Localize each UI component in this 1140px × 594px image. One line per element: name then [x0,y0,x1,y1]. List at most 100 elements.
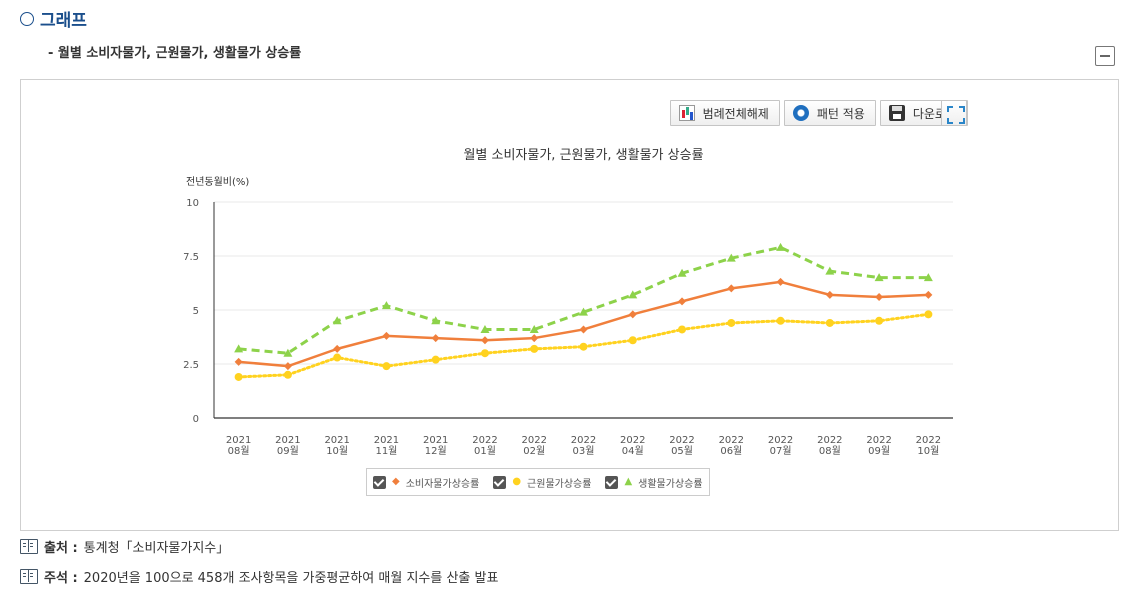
x-tick-label: 08월 [228,445,250,457]
data-point-circle [431,355,440,364]
fullscreen-button[interactable] [941,100,967,126]
data-point-diamond [825,290,834,299]
data-point-diamond [628,310,637,319]
data-point-diamond [431,334,440,343]
data-point-circle [333,353,342,362]
checkbox-icon[interactable] [373,475,386,489]
chart-legend: ◆ 소비자물가상승률 ● 근원물가상승률 ▲ 생활물가상승률 [366,468,710,496]
x-tick-label: 11월 [375,445,397,457]
data-point-circle [924,310,933,319]
data-point-triangle [381,301,391,310]
data-point-diamond [875,293,884,302]
x-tick-label: 08월 [819,445,841,457]
data-point-triangle [480,324,490,333]
source-note: 출처 : 통계청「소비자물가지수」 [20,537,229,556]
y-tick-label: 10 [186,198,199,209]
circle-icon [20,11,34,26]
book-icon [20,569,38,584]
data-point-triangle [579,307,588,316]
pattern-icon [792,105,809,121]
x-tick-label: 06월 [720,445,742,457]
data-point-triangle [628,290,638,299]
y-tick-label: 0 [193,414,199,425]
data-point-triangle [874,273,884,282]
data-point-diamond [727,284,736,293]
data-point-triangle [332,316,342,325]
data-point-triangle [726,253,736,262]
x-tick-label: 10월 [917,445,939,457]
x-tick-label: 2022 [472,435,497,446]
data-point-diamond [283,362,292,371]
section-title: 그래프 [20,6,87,31]
data-point-triangle [234,344,244,353]
x-tick-label: 2022 [916,435,941,446]
save-icon [888,105,905,121]
data-point-circle [234,372,243,381]
pattern-label: 패턴 적용 [816,106,865,121]
x-tick-label: 10월 [326,445,348,457]
data-point-circle [678,325,687,334]
series-line-3 [238,245,929,355]
y-tick-label: 5 [193,306,199,317]
checkbox-icon[interactable] [493,475,507,489]
data-point-diamond [924,290,933,299]
x-tick-label: 01월 [474,445,496,457]
data-point-triangle [776,242,786,251]
data-point-circle [875,316,884,325]
x-tick-label: 2022 [817,435,842,446]
data-point-diamond [530,334,539,343]
data-point-triangle [529,324,539,333]
section-title-text: 그래프 [40,11,87,31]
data-point-diamond [678,297,687,306]
legend-toggle-label: 범례전체해제 [702,106,769,121]
x-tick-label: 09월 [277,445,299,457]
legend-marker-icon: ● [512,476,522,487]
x-tick-label: 2022 [768,435,793,446]
data-point-circle [382,362,391,371]
data-point-triangle [923,273,933,282]
x-tick-label: 2021 [423,435,448,446]
data-point-diamond [776,277,785,286]
y-axis-label: 전년동월비(%) [186,176,249,188]
x-tick-label: 12월 [425,445,447,457]
data-point-circle [776,316,785,325]
legend-label: 근원물가상승률 [527,478,592,490]
pattern-button[interactable]: 패턴 적용 [783,100,876,126]
y-tick-label: 2.5 [183,360,199,371]
data-point-diamond [480,336,489,345]
checkbox-icon[interactable] [605,475,619,489]
x-tick-label: 2021 [324,435,349,446]
chart-panel: 범례전체해제 패턴 적용 다운로드 월별 소비자물가, 근원물가, 생활물가 상… [20,79,1119,531]
x-tick-label: 05월 [671,445,693,457]
x-tick-label: 02월 [523,445,545,457]
data-point-diamond [333,344,342,353]
data-point-circle [825,318,834,327]
data-point-triangle [825,266,835,275]
remark-note: 주석 : 2020년을 100으로 458개 조사항목을 가중평균하여 매월 지… [20,567,498,586]
x-tick-label: 2022 [719,435,744,446]
legend-item-2[interactable]: ● 근원물가상승률 [493,475,591,490]
data-point-circle [628,336,637,345]
legend-toggle-button[interactable]: 범례전체해제 [669,100,780,126]
legend-item-1[interactable]: ◆ 소비자물가상승률 [373,475,479,490]
data-point-triangle [677,268,687,277]
x-tick-label: 2022 [522,435,547,446]
collapse-button[interactable] [1095,46,1115,66]
data-point-diamond [382,331,391,340]
legend-marker-icon: ◆ [392,476,400,487]
x-tick-label: 2022 [866,435,891,446]
data-point-circle [579,342,588,351]
remark-text: 2020년을 100으로 458개 조사항목을 가중평균하여 매월 지수를 산출… [83,571,499,586]
x-tick-label: 2022 [620,435,645,446]
data-point-circle [530,344,539,353]
x-tick-label: 04월 [622,445,644,457]
book-icon [20,539,38,554]
x-tick-label: 07월 [770,445,792,457]
bar-chart-icon [678,105,695,121]
legend-item-3[interactable]: ▲ 생활물가상승률 [605,475,703,490]
data-point-triangle [283,348,293,357]
data-point-diamond [234,357,243,366]
remark-label: 주석 : [44,571,78,586]
x-tick-label: 03월 [573,445,595,457]
